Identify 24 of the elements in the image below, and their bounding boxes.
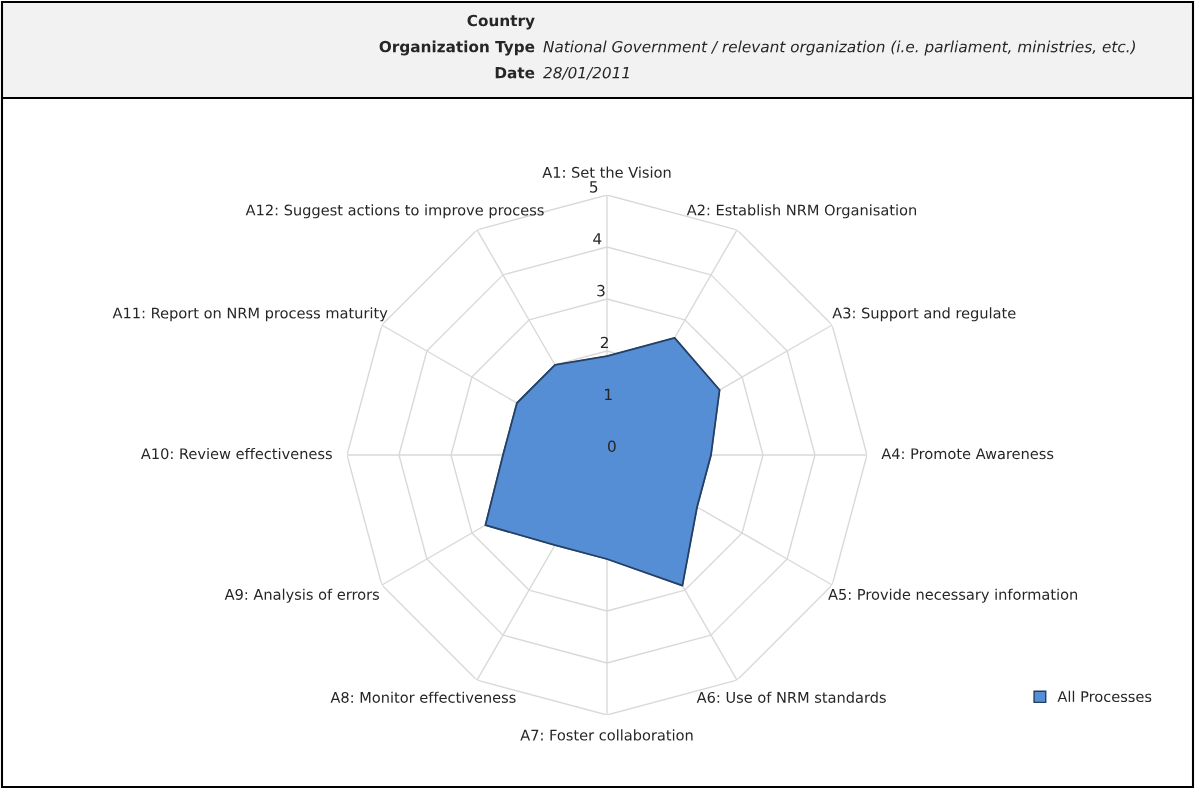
y-tick-label: 2 bbox=[600, 336, 608, 349]
y-tick-label: 3 bbox=[597, 284, 605, 297]
spoke-label: A8: Monitor effectiveness bbox=[330, 691, 516, 703]
text: 28/01/2011 bbox=[543, 66, 629, 80]
spoke-label: A4: Promote Awareness bbox=[881, 448, 1054, 460]
spoke-label: A11: Report on NRM process maturity bbox=[112, 307, 388, 322]
y-tick-label: 5 bbox=[590, 181, 598, 193]
spoke-label: A2: Establish NRM Organisation bbox=[686, 204, 917, 219]
text: Organization Type bbox=[379, 40, 535, 56]
text: Country bbox=[467, 14, 535, 30]
y-tick-label: 4 bbox=[593, 233, 602, 245]
spoke-label: A10: Review effectiveness bbox=[140, 447, 332, 460]
spoke-label: A6: Use of NRM standards bbox=[696, 691, 886, 703]
text: Date bbox=[495, 67, 535, 79]
spoke-label: A1: Set the Vision bbox=[542, 166, 671, 178]
spoke-label: A12: Suggest actions to improve process bbox=[245, 204, 544, 219]
spoke-label: A3: Support and regulate bbox=[832, 307, 1016, 322]
text: National Government / relevant organization (i.e. parliament, ministries, etc.) bbox=[543, 40, 1135, 56]
spoke-label: A7: Foster collaboration bbox=[520, 729, 693, 741]
spoke-label: A9: Analysis of errors bbox=[224, 588, 379, 603]
y-tick-label: 0 bbox=[608, 440, 616, 453]
spoke-label: A5: Provide necessary information bbox=[828, 588, 1078, 603]
y-tick-label: 1 bbox=[605, 388, 612, 400]
legend-label: All Processes bbox=[1057, 690, 1152, 703]
